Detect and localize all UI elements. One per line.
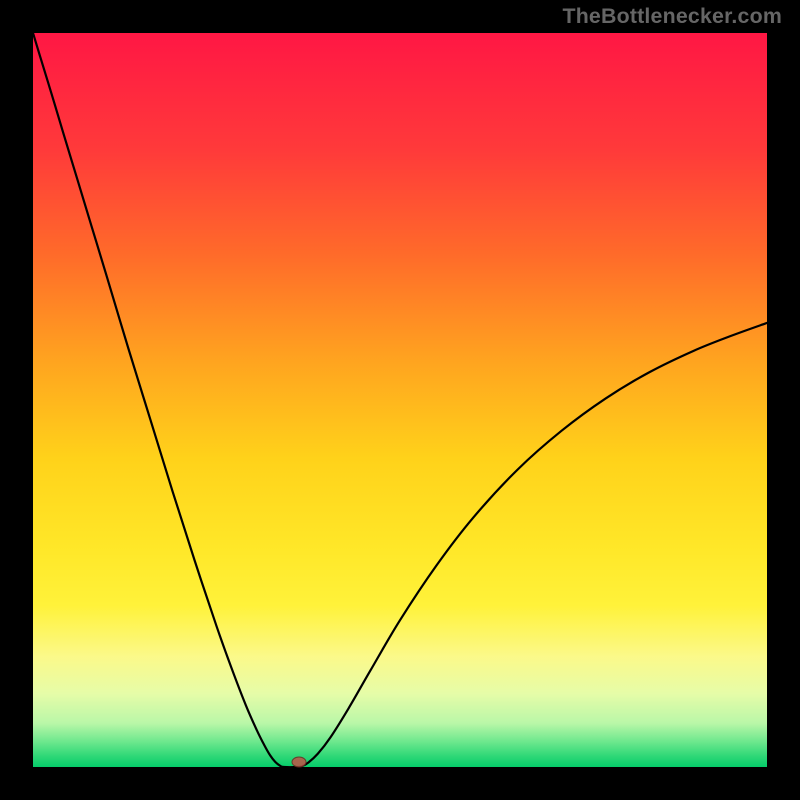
background-gradient [33,33,767,767]
chart-stage: TheBottlenecker.com [0,0,800,800]
plot-area [33,33,767,767]
optimum-marker [292,756,307,767]
watermark-label: TheBottlenecker.com [562,4,782,29]
